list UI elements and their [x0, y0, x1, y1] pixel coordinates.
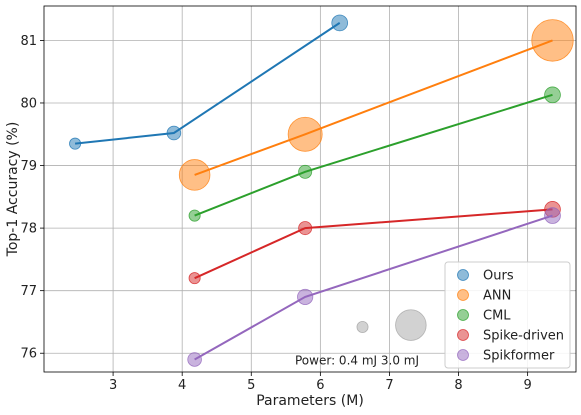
y-axis-label: Top-1 Accuracy (%)	[5, 122, 21, 258]
data-point-cml	[188, 209, 201, 222]
y-tick-label: 81	[20, 34, 37, 49]
data-point-spikformer	[544, 207, 561, 224]
data-point-ann	[287, 116, 323, 152]
data-point-cml	[298, 164, 313, 179]
x-tick-label: 6	[316, 378, 324, 393]
series-spikformer	[187, 207, 561, 367]
data-point-ann	[178, 159, 211, 191]
series-layer	[69, 14, 574, 367]
series-line-ann	[194, 39, 553, 176]
series-spike-driven	[188, 201, 561, 285]
data-point-spike-driven	[298, 221, 313, 236]
x-axis-label: Parameters (M)	[256, 393, 364, 409]
data-point-spikformer	[297, 288, 314, 305]
y-tick-label: 80	[20, 96, 37, 111]
power-reference-circle	[395, 309, 427, 341]
data-point-ours	[331, 14, 349, 32]
legend-marker-cml	[457, 309, 469, 321]
legend-label-spikformer: Spikformer	[483, 349, 555, 364]
data-point-ours	[166, 125, 182, 141]
plot-frame	[43, 5, 577, 373]
y-tick-label: 76	[20, 347, 37, 362]
data-point-spikformer	[187, 352, 202, 367]
series-cml	[188, 86, 561, 222]
legend-label-cml: CML	[483, 309, 511, 324]
x-tick-label: 3	[109, 378, 117, 393]
data-point-ours	[69, 137, 82, 150]
legend-marker-spikformer	[457, 349, 469, 361]
power-label: Power: 0.4 mJ 3.0 mJ	[295, 353, 419, 367]
legend: Ours ANN CML Spike-driven Spikformer	[444, 261, 571, 369]
series-ann	[178, 19, 574, 191]
y-tick-label: 77	[20, 284, 37, 299]
y-tick-label: 79	[20, 159, 37, 174]
legend-label-ann: ANN	[483, 289, 511, 304]
size-legend: Power: 0.4 mJ 3.0 mJ	[295, 309, 427, 367]
series-ours	[69, 14, 349, 150]
data-point-cml	[544, 86, 561, 104]
power-reference-circle	[356, 320, 369, 333]
legend-marker-spike-driven	[457, 329, 469, 341]
legend-label-spike-driven: Spike-driven	[483, 329, 564, 344]
legend-marker-ann	[457, 289, 469, 301]
legend-box	[444, 261, 571, 369]
legend-marker-ours	[457, 269, 469, 281]
x-tick-label: 8	[454, 378, 462, 393]
x-tick-label: 9	[523, 378, 531, 393]
x-tick-label: 4	[178, 378, 186, 393]
data-point-spike-driven	[188, 272, 201, 285]
x-tick-label: 5	[247, 378, 255, 393]
legend-label-ours: Ours	[483, 269, 514, 284]
y-tick-label: 78	[20, 222, 37, 237]
x-tick-label: 7	[385, 378, 393, 393]
data-point-ann	[531, 19, 574, 62]
